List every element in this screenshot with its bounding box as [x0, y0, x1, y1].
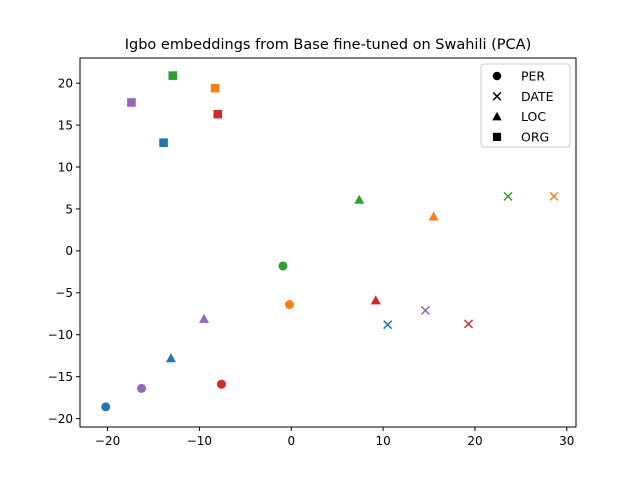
legend-label: ORG — [521, 129, 549, 144]
x-tick-label: 10 — [375, 434, 390, 448]
data-point-triangle — [428, 211, 439, 221]
data-point-circle — [284, 300, 294, 310]
x-tick-label: 0 — [287, 434, 295, 448]
data-point-x — [420, 305, 430, 315]
chart-title: Igbo embeddings from Base fine-tuned on … — [125, 37, 531, 53]
data-point-triangle — [199, 313, 209, 323]
y-tick-label: −20 — [48, 412, 73, 426]
data-point-triangle — [370, 295, 381, 305]
legend-box — [480, 63, 571, 148]
x-tick-label: −10 — [187, 434, 212, 448]
y-tick-label: 0 — [65, 244, 73, 258]
axes-frame — [79, 57, 577, 428]
legend-marker-x — [492, 91, 502, 101]
data-point-circle — [216, 379, 226, 389]
legend-marker-triangle — [492, 111, 502, 121]
data-point-x — [503, 191, 513, 201]
data-point-square — [127, 98, 136, 107]
y-tick-label: 10 — [58, 160, 73, 174]
data-point-x — [549, 191, 559, 201]
data-point-square — [159, 138, 168, 148]
data-point-circle — [137, 383, 147, 393]
data-point-x — [464, 319, 474, 329]
data-point-x — [383, 320, 393, 330]
data-point-triangle — [165, 353, 176, 363]
y-tick-label: 15 — [58, 118, 73, 132]
data-point-square — [168, 71, 178, 80]
data-point-triangle — [354, 194, 365, 204]
legend-label: LOC — [521, 109, 546, 124]
y-tick-label: 20 — [58, 76, 73, 90]
legend-marker-circle — [492, 71, 502, 81]
y-tick-label: −10 — [48, 328, 73, 342]
data-point-square — [210, 83, 220, 93]
y-tick-label: 5 — [65, 202, 73, 216]
legend-label: DATE — [521, 89, 554, 104]
y-tick-label: −5 — [55, 286, 73, 300]
legend-marker-square — [492, 132, 502, 141]
data-point-circle — [101, 402, 111, 412]
plot-area — [101, 71, 559, 412]
x-tick-label: 20 — [467, 434, 482, 448]
legend: PER DATE LOC ORG — [480, 63, 571, 148]
x-tick-label: 30 — [559, 434, 574, 448]
data-point-square — [213, 109, 223, 119]
x-tick-label: −20 — [95, 434, 120, 448]
y-tick-label: −15 — [48, 370, 73, 384]
axis-ticks: −20 −10 0 10 20 30 −20 −15 −10 −5 0 5 10 15 20 — [48, 76, 575, 448]
data-point-circle — [278, 261, 288, 271]
legend-label: PER — [521, 69, 545, 84]
